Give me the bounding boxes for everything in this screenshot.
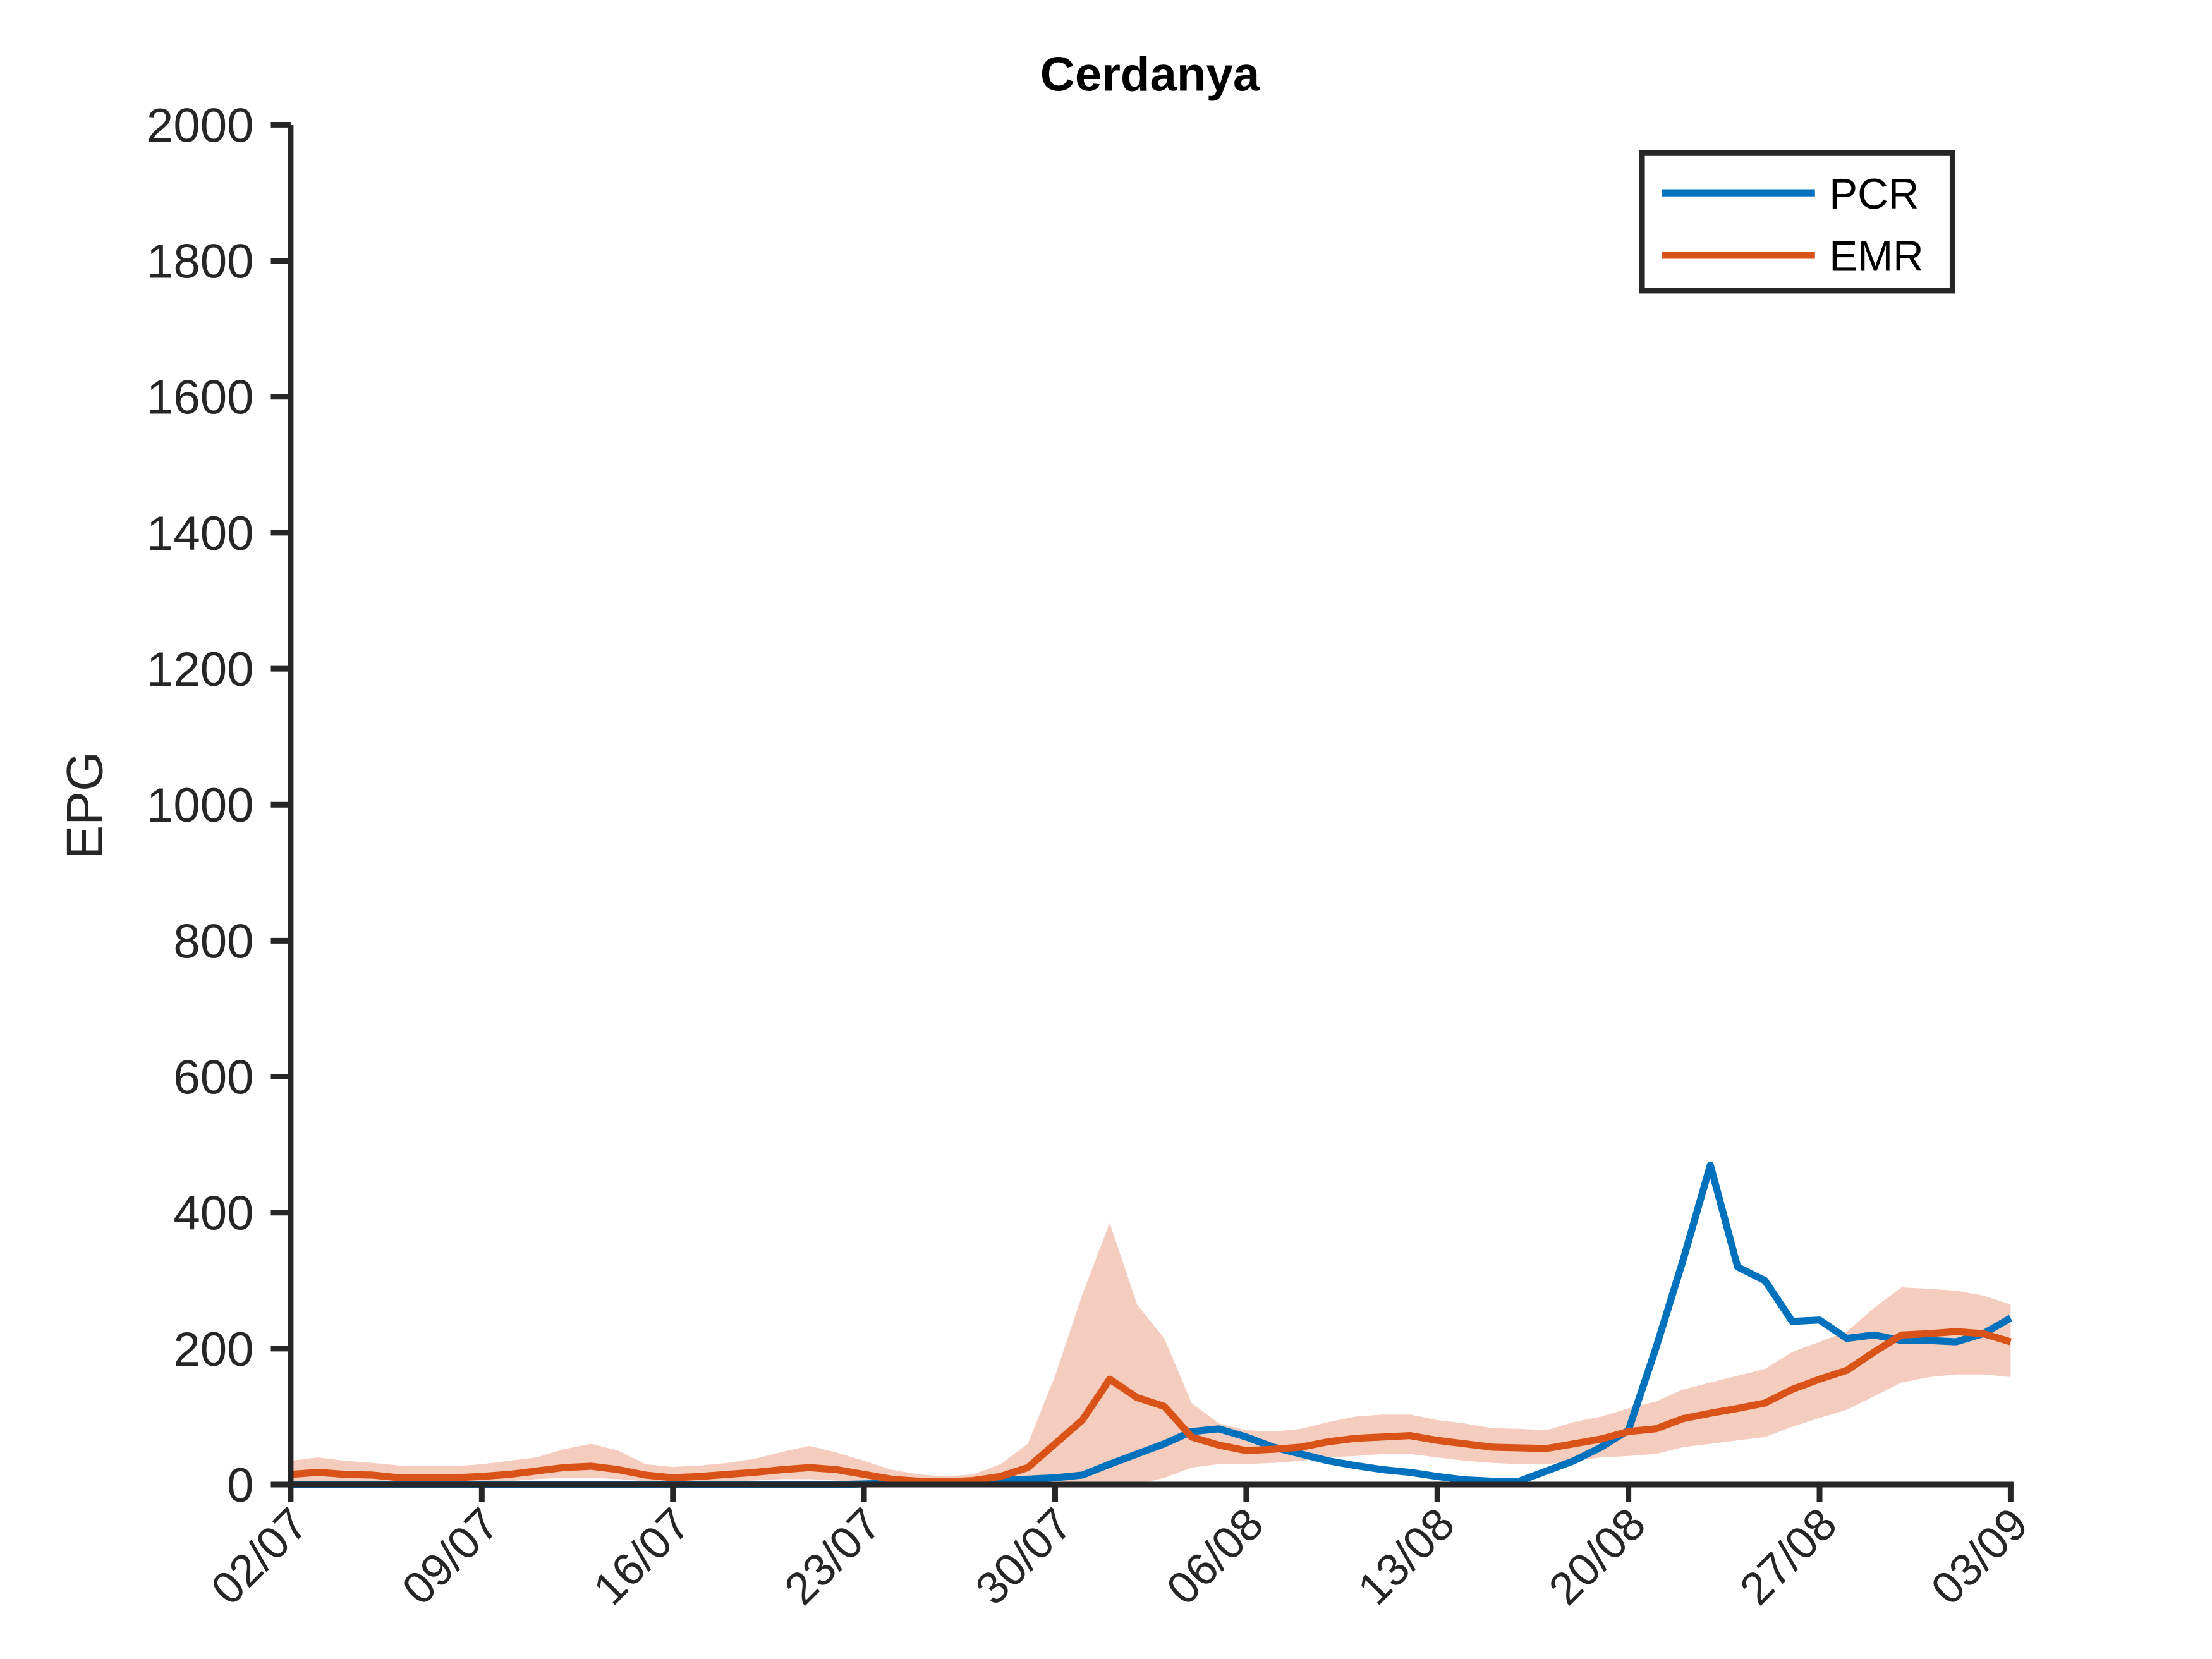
legend-label: EMR: [1829, 233, 1924, 281]
x-tick-label: 27/08: [1730, 1498, 1847, 1615]
y-tick-label: 1000: [147, 779, 254, 832]
y-tick-label: 800: [173, 915, 253, 968]
legend-box: [1639, 150, 1955, 294]
x-tick-label: 30/07: [966, 1498, 1083, 1615]
data-line: [290, 1328, 2012, 1486]
y-tick-label: 1600: [147, 371, 254, 425]
chart-title: Cerdanya: [1040, 48, 1260, 102]
x-tick-label: 06/08: [1157, 1498, 1273, 1615]
y-tick-label: 600: [173, 1050, 253, 1104]
x-tick-label: 16/07: [584, 1498, 700, 1615]
y-tick-label: 1200: [147, 643, 254, 696]
y-tick-label: 0: [227, 1459, 253, 1512]
x-tick-label: 13/08: [1348, 1498, 1464, 1615]
x-tick-label: 20/08: [1540, 1498, 1656, 1615]
y-tick-label: 1800: [147, 235, 254, 289]
y-tick-label: 400: [173, 1187, 253, 1241]
x-tick-label: 09/07: [392, 1498, 509, 1615]
x-tick-label: 02/07: [202, 1498, 318, 1615]
y-tick-label: 200: [173, 1323, 253, 1376]
x-tick-label: 03/09: [1922, 1498, 2038, 1615]
y-tick-label: 1400: [147, 507, 254, 561]
x-tick-label: 23/07: [775, 1498, 891, 1615]
legend: PCR EMR: [1639, 150, 1955, 294]
legend-label: PCR: [1829, 171, 1919, 218]
y-axis-label: EPG: [57, 751, 114, 860]
confidence-band: [290, 1222, 2011, 1485]
y-tick-label: 2000: [147, 99, 254, 152]
